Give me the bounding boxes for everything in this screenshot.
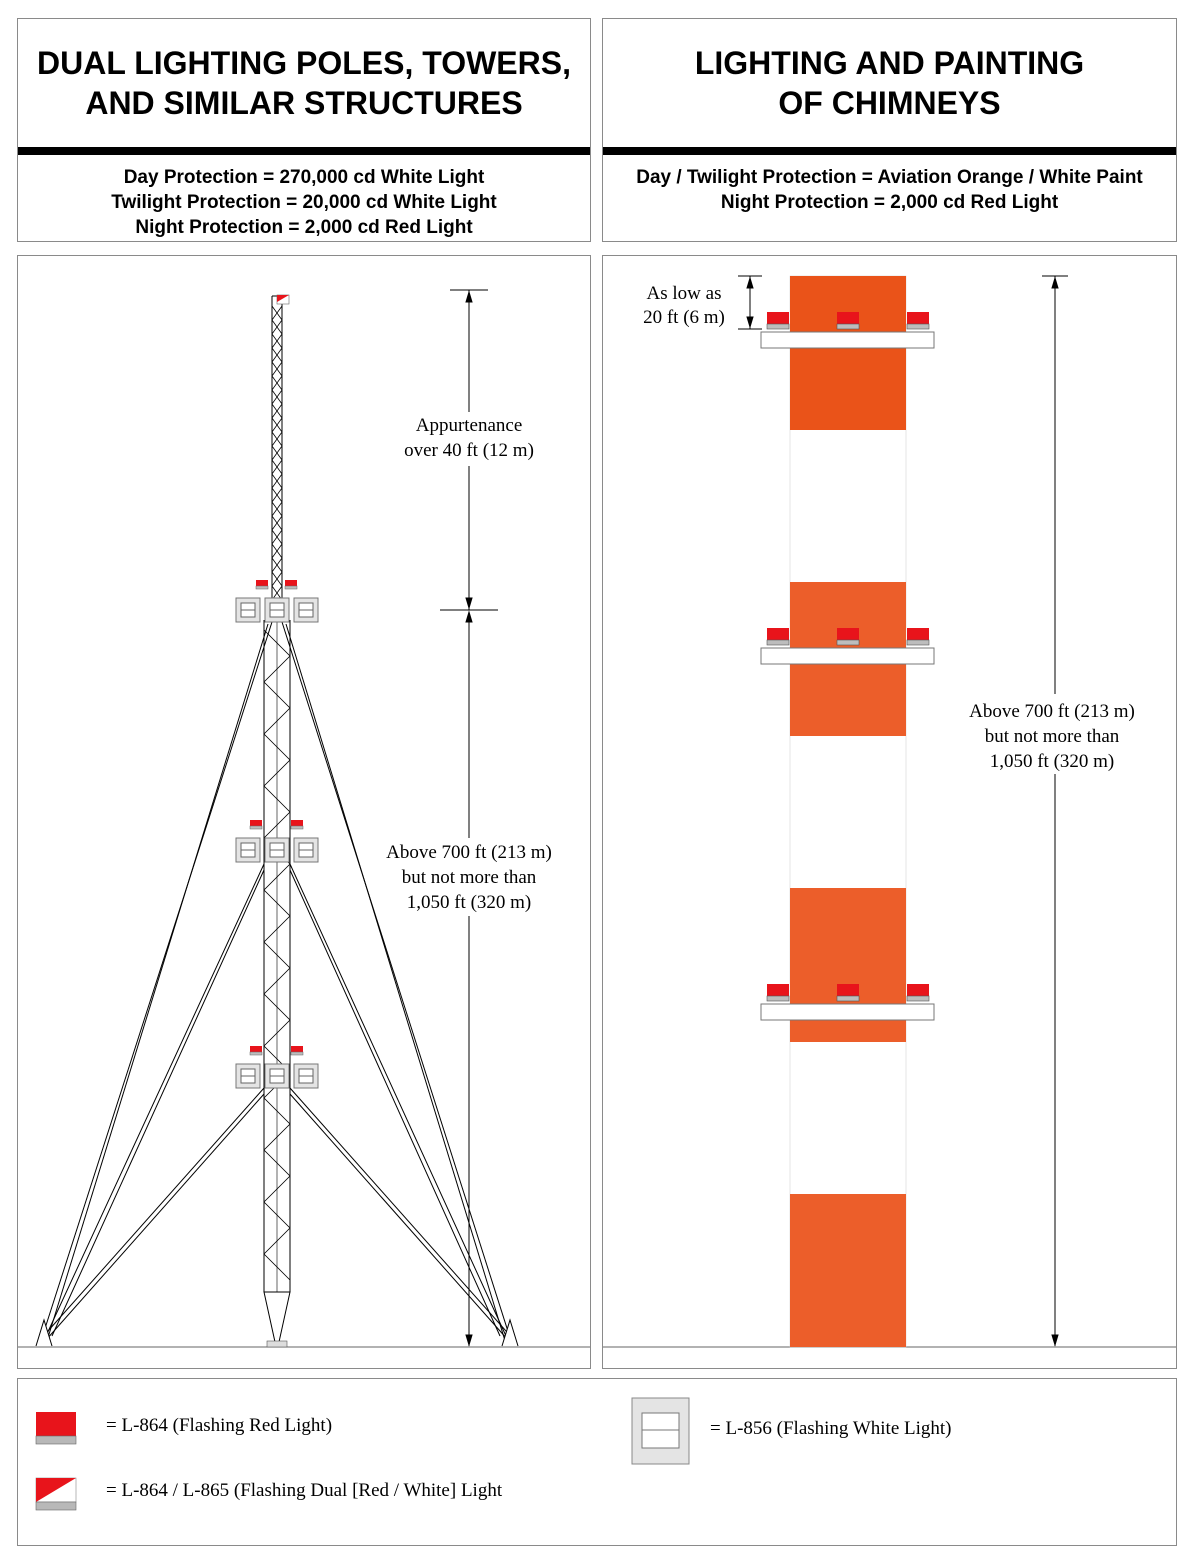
- chimney-stack: [789, 275, 907, 1348]
- legend-white-light-label: = L-856 (Flashing White Light): [710, 1418, 952, 1439]
- tower-appurtenance: [271, 295, 283, 608]
- legend-dual-light-icon: [35, 1477, 77, 1511]
- chimney-height-label-line-2: but not more than: [985, 726, 1120, 747]
- tower-height-label-line-1: Above 700 ft (213 m): [386, 842, 552, 863]
- chimney-dimension-lines: [738, 275, 1068, 1347]
- chimney-lights-level-3: [760, 983, 935, 1021]
- legend-dual-light-label: = L-864 / L-865 (Flashing Dual [Red / Wh…: [106, 1480, 503, 1501]
- legend-red-light-label: = L-864 (Flashing Red Light): [106, 1415, 333, 1436]
- appurtenance-label-line-1: Appurtenance: [416, 415, 523, 436]
- left-subtitle-line-2: Twilight Protection = 20,000 cd White Li…: [111, 192, 497, 213]
- tower-height-label-line-2: but not more than: [402, 867, 537, 888]
- right-subtitle-line-1: Day / Twilight Protection = Aviation Ora…: [636, 167, 1143, 188]
- left-title-rule: [18, 147, 590, 155]
- left-title-line-1: DUAL LIGHTING POLES, TOWERS,: [37, 45, 571, 81]
- left-title: DUAL LIGHTING POLES, TOWERS, AND SIMILAR…: [18, 19, 590, 147]
- low-label-line-2: 20 ft (6 m): [643, 307, 725, 328]
- low-label-line-1: As low as: [647, 283, 722, 304]
- legend-red-light-icon: [35, 1412, 77, 1445]
- chimney-orange-band: [790, 1194, 906, 1347]
- guy-anchors: [35, 1318, 519, 1347]
- left-subtitle-line-1: Day Protection = 270,000 cd White Light: [123, 167, 485, 188]
- chimney-orange-band: [790, 276, 906, 430]
- tower-panel: [17, 255, 591, 1369]
- tower-mast: [263, 620, 291, 1348]
- legend-panel: [17, 1378, 1177, 1546]
- left-subtitle: Day Protection = 270,000 cd White Light …: [18, 165, 590, 240]
- tower-height-label-line-3: 1,050 ft (320 m): [407, 892, 532, 913]
- appurtenance-label-line-2: over 40 ft (12 m): [404, 440, 534, 461]
- chimney-height-label-line-3: 1,050 ft (320 m): [990, 751, 1115, 772]
- chimney-lights-level-2: [760, 627, 935, 665]
- tower-top-beacon: [276, 294, 290, 305]
- left-subtitle-line-3: Night Protection = 2,000 cd Red Light: [135, 217, 473, 238]
- legend-white-light-icon: [631, 1397, 690, 1465]
- left-header-panel: DUAL LIGHTING POLES, TOWERS, AND SIMILAR…: [17, 18, 591, 242]
- right-title-rule: [603, 147, 1176, 155]
- chimney-height-label-line-1: Above 700 ft (213 m): [969, 701, 1135, 722]
- right-title-line-2: OF CHIMNEYS: [778, 85, 1001, 121]
- tower-lights-level-1: [235, 579, 319, 623]
- tower-dimension-lines: [440, 289, 498, 1347]
- right-header-panel: LIGHTING AND PAINTING OF CHIMNEYS Day / …: [602, 18, 1177, 242]
- right-subtitle: Day / Twilight Protection = Aviation Ora…: [603, 165, 1176, 215]
- chimney-lights-level-1: [760, 311, 935, 349]
- right-title-line-1: LIGHTING AND PAINTING: [694, 45, 1085, 81]
- right-subtitle-line-2: Night Protection = 2,000 cd Red Light: [720, 192, 1059, 213]
- left-title-line-2: AND SIMILAR STRUCTURES: [85, 85, 523, 121]
- right-title: LIGHTING AND PAINTING OF CHIMNEYS: [603, 19, 1176, 147]
